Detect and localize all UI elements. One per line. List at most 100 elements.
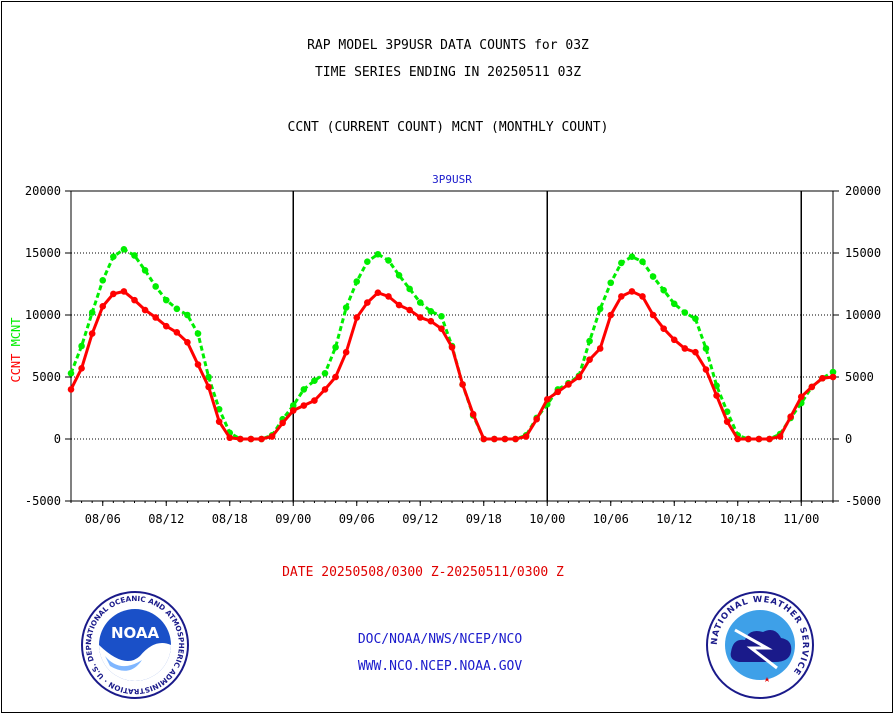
data-point-ccnt	[745, 435, 752, 443]
chart-series	[67, 245, 837, 443]
data-point-mcnt	[162, 296, 170, 304]
data-point-ccnt	[776, 433, 784, 440]
data-point-mcnt	[649, 273, 657, 280]
data-point-ccnt	[670, 336, 678, 344]
y-tick-label-left: 15000	[25, 246, 61, 260]
data-point-ccnt	[406, 306, 413, 314]
data-point-ccnt	[522, 433, 530, 440]
y-axis-label: CCNT MCNT	[9, 317, 23, 382]
data-point-ccnt	[766, 435, 773, 443]
data-point-mcnt	[660, 286, 667, 294]
data-point-mcnt	[311, 377, 318, 385]
x-tick-label: 09/06	[339, 512, 375, 526]
y-tick-label-right: 15000	[845, 246, 881, 260]
y-axis-label-mcnt: MCNT	[9, 317, 23, 346]
data-point-ccnt	[480, 435, 488, 443]
data-point-mcnt	[131, 252, 138, 259]
data-point-mcnt	[427, 307, 435, 315]
y-tick-label-left: 10000	[25, 308, 61, 322]
data-point-ccnt	[723, 418, 731, 425]
data-point-ccnt	[586, 356, 593, 363]
data-point-ccnt	[596, 345, 604, 352]
data-point-ccnt	[364, 299, 371, 306]
data-point-ccnt	[385, 293, 392, 300]
y-axis-label-ccnt: CCNT	[9, 346, 23, 382]
data-point-mcnt	[374, 250, 382, 258]
data-point-ccnt	[141, 306, 149, 314]
data-point-ccnt	[99, 303, 107, 310]
data-point-mcnt	[99, 276, 107, 284]
data-point-mcnt	[289, 402, 297, 409]
data-point-ccnt	[491, 435, 498, 443]
data-point-ccnt	[543, 396, 551, 403]
data-point-ccnt	[639, 293, 646, 300]
data-point-ccnt	[131, 296, 138, 304]
data-point-mcnt	[395, 272, 403, 279]
chart-title: 3P9USR	[432, 173, 472, 186]
x-tick-label: 10/06	[593, 512, 629, 526]
data-point-ccnt	[374, 289, 382, 296]
data-point-mcnt	[141, 267, 149, 274]
data-point-ccnt	[427, 317, 435, 325]
data-point-ccnt	[152, 314, 159, 321]
data-point-ccnt	[501, 435, 509, 443]
data-point-ccnt	[755, 435, 763, 443]
data-point-mcnt	[702, 345, 710, 352]
x-tick-label: 09/12	[402, 512, 438, 526]
header-line-2: TIME SERIES ENDING IN 20250511 03Z	[314, 65, 582, 80]
y-tick-label-right: 5000	[845, 370, 874, 384]
data-point-mcnt	[120, 245, 128, 253]
data-point-ccnt	[607, 311, 615, 319]
data-point-ccnt	[247, 435, 255, 443]
data-point-ccnt	[660, 325, 667, 332]
data-point-ccnt	[808, 383, 816, 391]
data-point-mcnt	[332, 343, 339, 351]
data-point-mcnt	[88, 309, 96, 316]
data-point-mcnt	[67, 369, 75, 377]
data-point-ccnt	[162, 322, 170, 330]
data-point-ccnt	[279, 419, 286, 427]
data-point-ccnt	[184, 338, 191, 346]
data-point-ccnt	[237, 435, 244, 443]
data-point-ccnt	[829, 373, 837, 381]
data-point-ccnt	[258, 435, 265, 443]
data-point-ccnt	[215, 418, 223, 425]
data-point-ccnt	[533, 415, 540, 423]
data-point-mcnt	[586, 337, 593, 345]
data-point-mcnt	[353, 278, 361, 285]
data-point-mcnt	[205, 373, 212, 381]
x-tick-label: 10/00	[529, 512, 565, 526]
footer-org: DOC/NOAA/NWS/NCEP/NCO	[357, 632, 523, 647]
data-point-ccnt	[173, 329, 181, 336]
x-tick-label: 08/12	[148, 512, 184, 526]
data-point-mcnt	[670, 300, 678, 308]
data-point-ccnt	[268, 433, 276, 440]
data-point-mcnt	[300, 386, 308, 393]
data-point-ccnt	[120, 288, 128, 295]
data-point-ccnt	[110, 290, 117, 298]
footer-url[interactable]: WWW.NCO.NCEP.NOAA.GOV	[357, 659, 523, 674]
header-line-3: CCNT (CURRENT COUNT) MCNT (MONTHLY COUNT…	[287, 120, 609, 135]
data-point-mcnt	[607, 279, 615, 287]
data-point-ccnt	[311, 397, 318, 404]
data-point-ccnt	[681, 345, 689, 352]
data-point-ccnt	[618, 293, 625, 300]
data-point-ccnt	[353, 314, 361, 321]
data-point-mcnt	[829, 368, 837, 376]
x-tick-label: 09/18	[466, 512, 502, 526]
star-icon	[765, 677, 769, 682]
data-point-mcnt	[692, 315, 699, 323]
y-tick-label-right: 0	[845, 432, 852, 446]
data-point-mcnt	[416, 299, 424, 306]
data-point-mcnt	[618, 259, 625, 267]
y-tick-label-left: 20000	[25, 184, 61, 198]
x-tick-label: 10/12	[656, 512, 692, 526]
data-point-mcnt	[723, 408, 731, 416]
data-point-ccnt	[438, 325, 445, 332]
data-point-ccnt	[713, 392, 720, 399]
data-point-ccnt	[78, 365, 85, 372]
data-point-ccnt	[226, 434, 234, 442]
y-tick-label-right: 10000	[845, 308, 881, 322]
y-tick-label-right: 20000	[845, 184, 881, 198]
